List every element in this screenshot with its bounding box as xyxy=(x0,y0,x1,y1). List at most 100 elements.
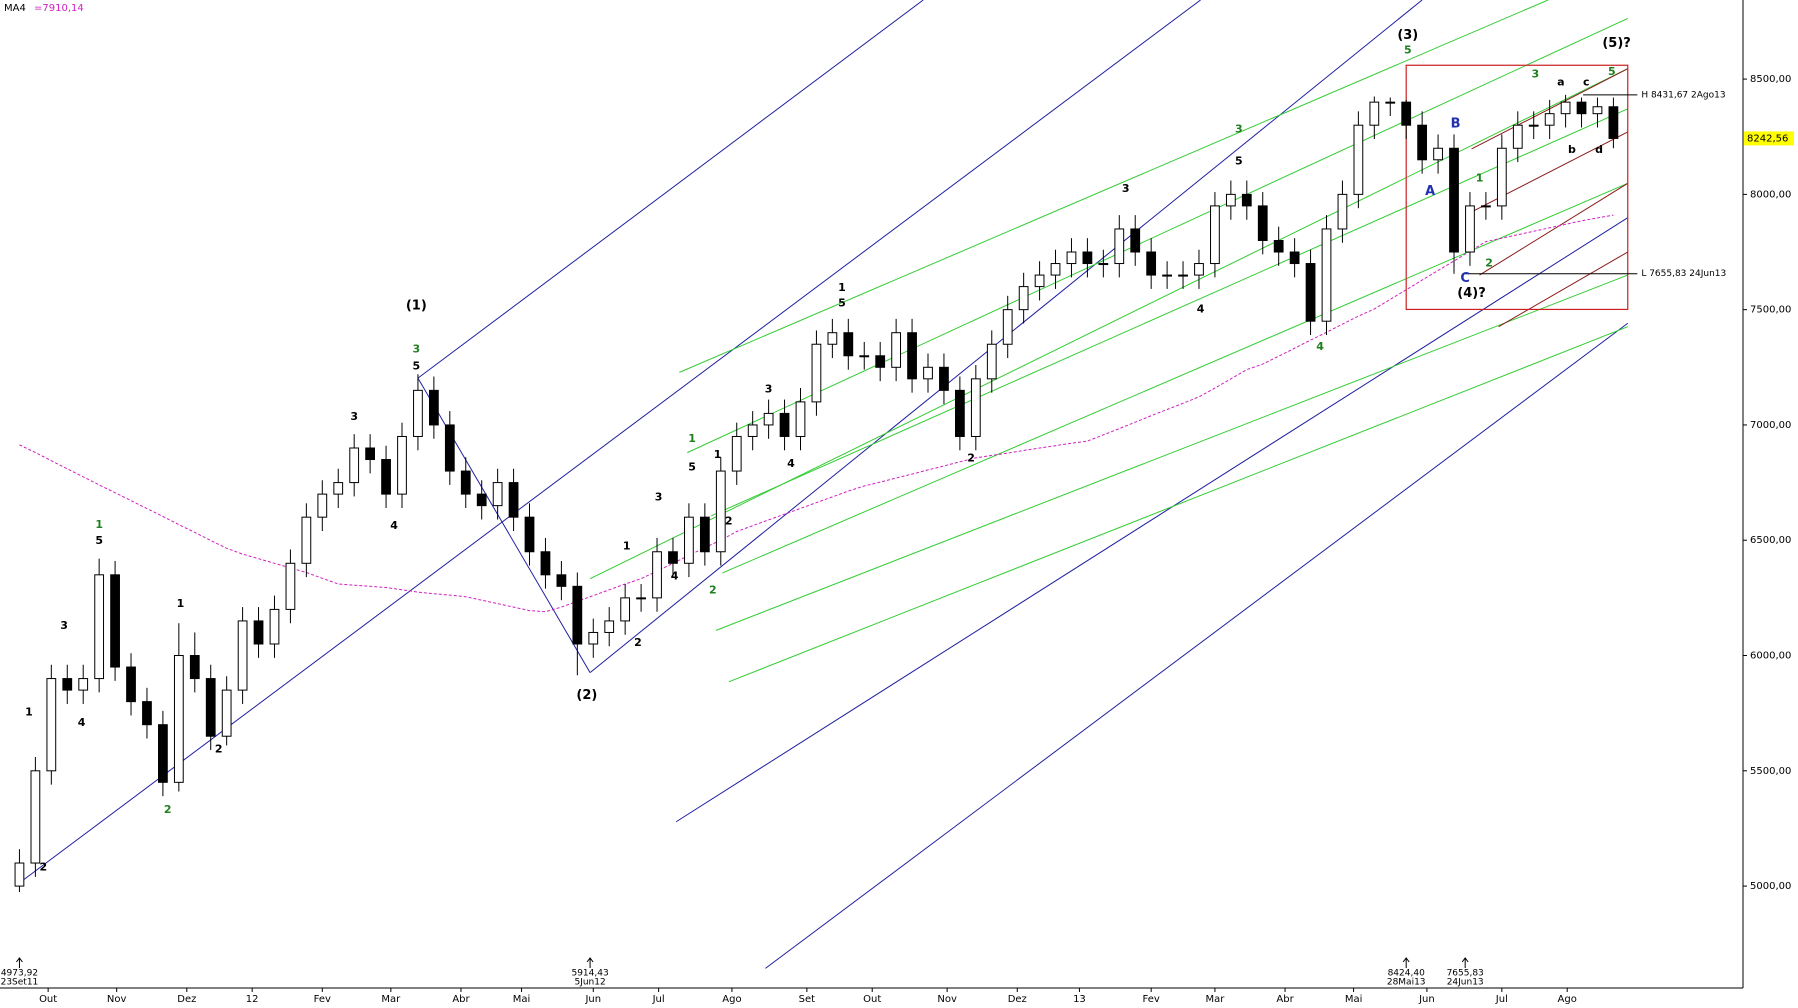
candle-body xyxy=(636,597,646,600)
wave-label: 1 xyxy=(623,540,631,553)
marker-arrow xyxy=(16,957,23,968)
candle-body xyxy=(1305,263,1316,322)
trendline xyxy=(715,274,1628,631)
marker-value: 7655,83 xyxy=(1447,969,1484,979)
candle-body xyxy=(684,516,694,564)
x-tick-label: Fev xyxy=(314,994,331,1005)
candle-body xyxy=(652,551,662,599)
wave-label: 2 xyxy=(164,803,172,816)
candle-body xyxy=(620,597,631,622)
wave-label: 5 xyxy=(413,360,421,373)
candle-body xyxy=(779,412,790,437)
wave-label: (3) xyxy=(1397,28,1418,43)
wave-label: 3 xyxy=(765,383,773,396)
wave-label: 1 xyxy=(688,432,696,445)
x-tick-label: Abr xyxy=(452,994,470,1005)
candle-body xyxy=(14,862,25,887)
candle-body xyxy=(1544,113,1555,126)
candle-body xyxy=(381,459,391,495)
candle-body xyxy=(1401,101,1412,126)
candle-body xyxy=(668,551,678,564)
wave-label: 3 xyxy=(413,343,421,356)
y-tick-label: 5000,00 xyxy=(1750,881,1791,892)
x-tick-label: 13 xyxy=(1073,994,1086,1005)
candle-body xyxy=(1178,274,1188,277)
wave-label: 1 xyxy=(25,706,33,719)
marker-value: 4973,92 xyxy=(1,969,38,979)
x-tick-label: Mai xyxy=(1345,994,1363,1005)
wave-label: (5)? xyxy=(1602,36,1630,51)
candle-body xyxy=(30,770,41,864)
wave-label: 3 xyxy=(350,410,358,423)
candle-body xyxy=(492,482,503,507)
x-tick-label: Fev xyxy=(1143,994,1160,1005)
candle-body xyxy=(189,655,200,680)
trendline xyxy=(765,322,1629,969)
candle-body xyxy=(795,401,806,437)
trendline xyxy=(687,17,1628,454)
candle-body xyxy=(1257,205,1268,241)
candle-body xyxy=(1321,228,1332,322)
candle-body xyxy=(173,655,184,783)
candle-body xyxy=(269,608,280,645)
x-tick-label: Jul xyxy=(1495,994,1508,1005)
trendline xyxy=(417,0,924,379)
wave-label: 5 xyxy=(1608,65,1616,78)
candle-body xyxy=(859,355,870,358)
wave-label: b xyxy=(1568,143,1576,156)
trendline xyxy=(679,0,1549,373)
trendline xyxy=(722,182,1628,574)
candle-body xyxy=(1018,286,1029,311)
candle-body xyxy=(1449,147,1459,253)
candle-body xyxy=(508,482,519,518)
candle-body xyxy=(1608,106,1619,139)
wave-label: 5 xyxy=(688,461,696,474)
wave-label: 5 xyxy=(1235,155,1243,168)
candle-body xyxy=(237,620,248,691)
candle-body xyxy=(1369,101,1380,126)
candle-body xyxy=(524,516,535,553)
wave-label: B xyxy=(1451,116,1461,131)
wave-label: 3 xyxy=(1122,182,1130,195)
wave-label: (1) xyxy=(406,298,427,313)
trendline xyxy=(728,326,1628,683)
candle-body xyxy=(588,631,599,645)
y-tick-label: 5500,00 xyxy=(1750,766,1791,777)
candle-body xyxy=(1002,309,1013,345)
candle-body xyxy=(1576,101,1587,115)
marker-arrow xyxy=(1461,957,1469,968)
range-box xyxy=(1405,64,1629,311)
y-tick-label: 7500,00 xyxy=(1750,305,1791,316)
wave-label: c xyxy=(1583,76,1590,89)
trendline xyxy=(1479,182,1629,276)
candle-body xyxy=(1481,205,1491,208)
candle-body xyxy=(1162,274,1172,277)
candle-body xyxy=(891,332,902,368)
candle-body xyxy=(110,574,120,668)
wave-label: 4 xyxy=(671,569,679,582)
candle-body xyxy=(572,585,583,645)
wave-label: d xyxy=(1595,143,1603,156)
candle-body xyxy=(986,343,997,380)
candle-body xyxy=(827,332,838,345)
candle-body xyxy=(126,666,136,703)
candle-body xyxy=(1496,147,1507,207)
candle-body xyxy=(1210,205,1220,265)
candle-body xyxy=(540,551,551,576)
candle-body xyxy=(1082,251,1093,265)
candle-body xyxy=(1289,251,1300,265)
candle-body xyxy=(604,620,615,633)
y-tick-label: 6000,00 xyxy=(1750,651,1791,662)
y-tick-label: 7000,00 xyxy=(1750,420,1791,431)
wave-label: 3 xyxy=(1235,123,1243,136)
candle-body xyxy=(1273,239,1284,253)
candle-body xyxy=(955,389,965,437)
y-tick-label: 8500,00 xyxy=(1750,74,1791,85)
ma-legend-name: MA4 xyxy=(4,3,26,14)
candle-body xyxy=(413,389,423,437)
wave-label: 2 xyxy=(215,742,223,755)
marker-date: 23Set11 xyxy=(1,978,39,988)
candle-body xyxy=(763,412,774,426)
trendline xyxy=(19,0,1201,884)
